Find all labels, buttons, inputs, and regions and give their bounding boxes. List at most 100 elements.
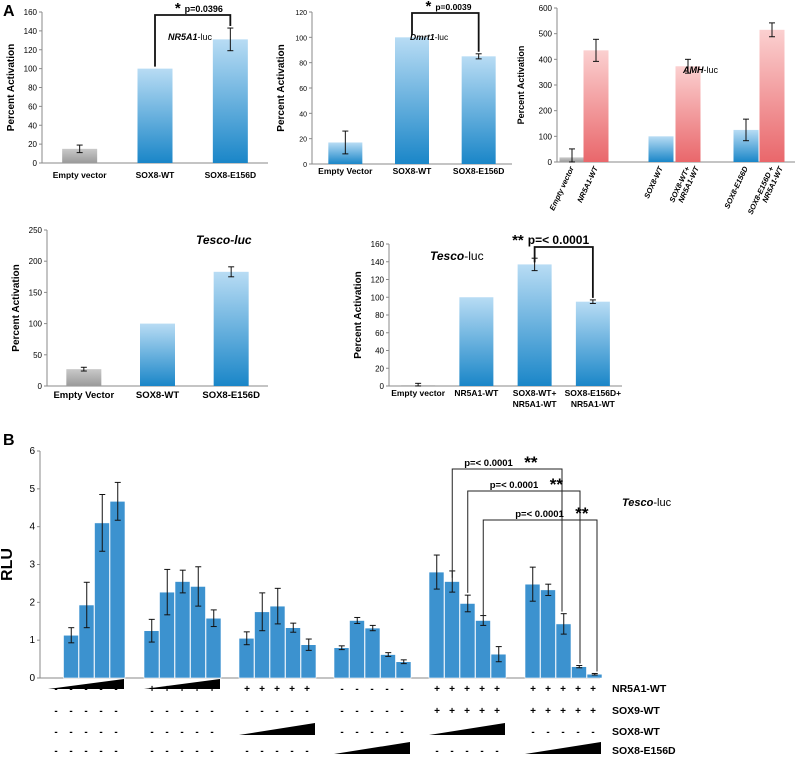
condition-mark: - [450, 746, 453, 757]
chart-tesco-luc-sox8: 0 50 100 150 200 250 Empty Vector SOX8-WT SOX8-E… [11, 226, 268, 401]
x-tick-label: SOX8-WT [642, 164, 665, 200]
condition-mark: - [355, 706, 358, 717]
condition-mark: - [435, 746, 438, 757]
condition-mark: - [495, 746, 498, 757]
y-tick-label: 6 [29, 446, 35, 457]
condition-mark: - [69, 706, 72, 717]
condition-mark: - [305, 706, 308, 717]
chart-title-italic: AMH [682, 65, 704, 75]
chart-title: Tesco-luc [430, 249, 484, 263]
condition-mark: - [69, 727, 72, 738]
dose-ramp [334, 742, 410, 754]
condition-label: SOX9-WT [612, 705, 660, 717]
chart-title: Dmrt1-luc [410, 32, 449, 42]
condition-mark: + [149, 684, 155, 695]
condition-mark: + [244, 684, 250, 695]
condition-mark: + [479, 706, 485, 717]
x-tick-label: SOX8-E156D [453, 166, 505, 176]
chart-title-italic: Dmrt1 [410, 32, 435, 42]
bar [333, 647, 350, 679]
significance-stars: ** [550, 475, 564, 494]
condition-mark: - [355, 727, 358, 738]
condition-mark: + [274, 684, 280, 695]
condition-mark: - [275, 706, 278, 717]
significance-bracket [533, 246, 594, 298]
significance-stars: ** [512, 232, 524, 249]
x-tick-label: SOX8-WT [393, 166, 433, 176]
condition-mark: - [114, 746, 117, 757]
bar [759, 29, 785, 162]
condition-mark: - [180, 706, 183, 717]
chart-title-suffix: -luc [435, 32, 449, 42]
condition-mark: - [99, 727, 102, 738]
condition-mark: + [434, 684, 440, 695]
significance-bracket [451, 468, 563, 612]
y-tick-label: 140 [24, 27, 38, 36]
chart-tesco-luc-rlu: 0 1 2 3 4 5 6 Tesco-luc RLU p=< 0.0001 ** p=< 0.000… [0, 446, 676, 757]
condition-mark: - [165, 706, 168, 717]
y-tick-label: 60 [299, 86, 307, 93]
chart-title-suffix: -luc [653, 497, 671, 509]
y-tick-label: 20 [28, 140, 37, 149]
condition-mark: - [54, 746, 57, 757]
condition-mark: + [494, 706, 500, 717]
condition-mark: - [546, 727, 549, 738]
y-tick-label: 140 [371, 258, 385, 267]
x-tick-label: SOX8-WT [136, 170, 176, 180]
y-axis-label: Percent Activation [276, 44, 287, 131]
condition-mark: + [449, 684, 455, 695]
condition-mark: - [260, 746, 263, 757]
condition-mark: + [590, 706, 596, 717]
x-tick-label: SOX8-E156D+ [565, 388, 621, 398]
condition-mark: - [195, 746, 198, 757]
condition-mark: + [530, 684, 536, 695]
y-axis-label: Percent Activation [353, 271, 364, 358]
y-tick-label: 80 [375, 311, 384, 320]
condition-mark: - [385, 706, 388, 717]
bar [575, 301, 610, 386]
condition-mark: - [576, 727, 579, 738]
significance-bracket [482, 519, 598, 672]
condition-mark: - [400, 727, 403, 738]
condition-mark: + [289, 684, 295, 695]
condition-mark: - [114, 684, 117, 695]
y-tick-label: 20 [299, 137, 307, 144]
chart-dmrt1-luc: 0 20 40 60 80 100 120 Empty Vector SOX8-WT SOX8-E… [276, 0, 512, 176]
condition-mark: - [180, 727, 183, 738]
bar [174, 581, 191, 679]
x-tick-label: Empty Vector [318, 166, 373, 176]
condition-mark: - [54, 684, 57, 695]
bar [213, 271, 249, 386]
condition-mark: - [245, 746, 248, 757]
condition-mark: - [400, 684, 403, 695]
condition-mark: + [179, 684, 185, 695]
x-tick-label: NR5A1-WT [513, 399, 558, 409]
condition-mark: - [210, 706, 213, 717]
significance-bracket [467, 490, 581, 664]
p-value: p=< 0.0001 [464, 458, 513, 469]
condition-mark: - [245, 706, 248, 717]
p-value: p=< 0.0001 [528, 233, 590, 247]
condition-mark: - [370, 727, 373, 738]
y-tick-label: 100 [295, 35, 307, 42]
y-tick-label: 1 [29, 635, 35, 646]
panel-label-b: B [3, 432, 15, 449]
y-tick-label: 160 [24, 8, 38, 17]
condition-mark: + [575, 684, 581, 695]
chart-title: AMH-luc [682, 65, 719, 75]
condition-mark: - [340, 706, 343, 717]
condition-mark: + [479, 684, 485, 695]
condition-mark: - [370, 706, 373, 717]
y-tick-label: 3 [29, 560, 35, 571]
bar [675, 66, 701, 162]
condition-mark: - [385, 727, 388, 738]
condition-mark: - [260, 706, 263, 717]
condition-mark: + [304, 684, 310, 695]
y-tick-label: 0 [33, 159, 38, 168]
condition-mark: - [84, 746, 87, 757]
y-tick-label: 2 [29, 597, 35, 608]
y-tick-label: 120 [295, 10, 307, 17]
bar [475, 620, 491, 679]
condition-label: SOX8-WT [612, 726, 660, 738]
x-tick-label: NR5A1-WT [571, 399, 616, 409]
